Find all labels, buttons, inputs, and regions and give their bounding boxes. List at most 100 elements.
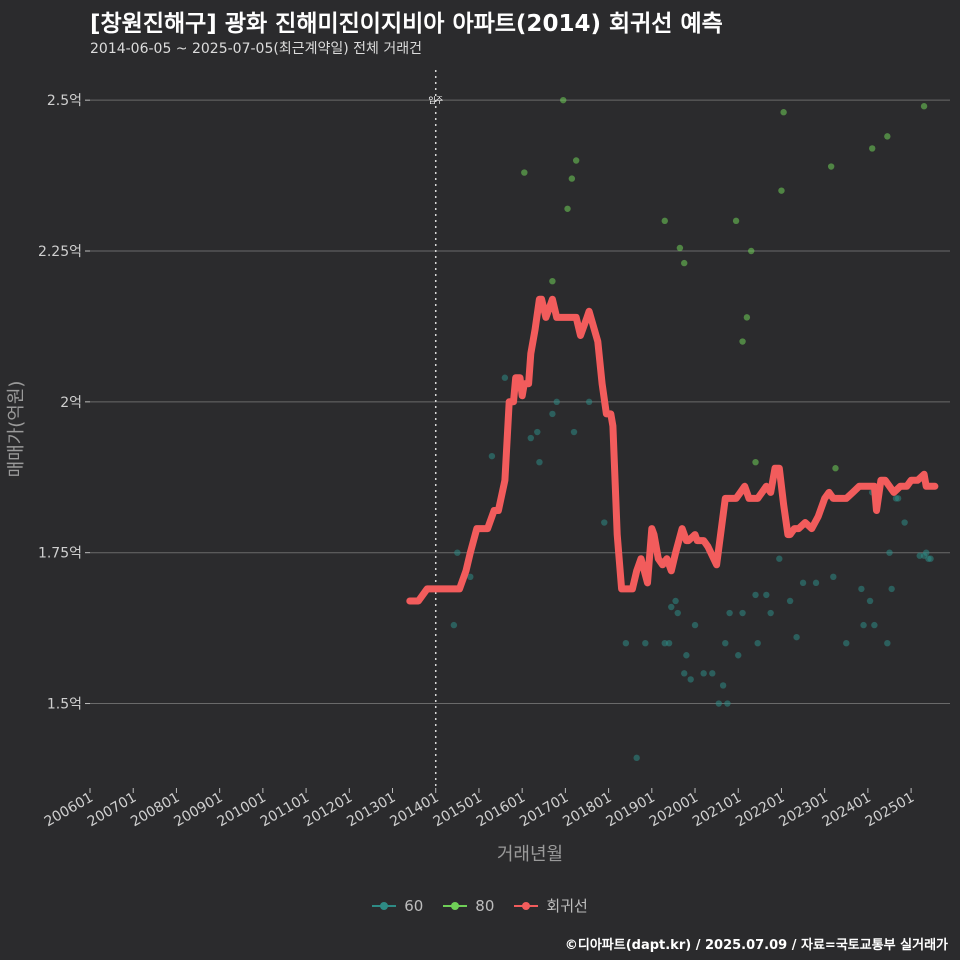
legend-key-60 (372, 896, 397, 916)
data-point-60 (739, 609, 746, 617)
data-point-80 (549, 277, 556, 285)
y-tick-label: 2.25억 (38, 244, 82, 260)
data-point-60 (687, 676, 694, 683)
x-tick-label: 201601 (474, 790, 528, 831)
data-point-80 (564, 205, 571, 212)
data-point-80 (521, 169, 528, 176)
x-tick-label: 200901 (171, 790, 225, 831)
data-point-60 (860, 621, 867, 629)
data-point-60 (719, 682, 727, 689)
x-tick-label: 201201 (301, 790, 355, 831)
data-point-80 (827, 163, 835, 170)
data-point-60 (812, 579, 820, 587)
data-point-60 (553, 398, 560, 406)
data-point-60 (674, 609, 681, 617)
data-point-80 (748, 247, 755, 255)
data-point-60 (763, 591, 770, 599)
legend: 60 80 회귀선 (0, 895, 960, 916)
data-point-80 (732, 217, 740, 225)
data-point-60 (668, 603, 675, 611)
data-point-60 (752, 591, 759, 599)
y-tick-label: 1.5억 (47, 697, 82, 713)
x-tick-label: 201801 (560, 790, 614, 831)
data-point-60 (735, 652, 742, 659)
x-tick-label: 202301 (776, 790, 830, 831)
x-tick-label: 201701 (517, 790, 571, 831)
x-tick-label: 201001 (215, 790, 269, 831)
x-tick-label: 201501 (431, 790, 485, 831)
data-point-60 (888, 585, 895, 593)
data-point-60 (700, 670, 707, 677)
data-point-60 (454, 549, 461, 556)
data-point-60 (726, 609, 733, 617)
x-tick-label: 201301 (344, 790, 398, 831)
data-point-80 (661, 217, 668, 225)
legend-item-80: 80 (443, 895, 494, 916)
legend-item-60: 60 (372, 895, 423, 916)
data-point-60 (886, 549, 893, 556)
data-point-80 (778, 187, 785, 194)
move-in-label: 입주 (428, 96, 443, 105)
data-point-60 (866, 597, 874, 605)
data-point-60 (830, 573, 837, 581)
data-point-80 (568, 175, 576, 182)
legend-label-regression: 회귀선 (546, 897, 588, 915)
x-tick-label: 202501 (863, 790, 917, 831)
data-point-60 (871, 621, 878, 629)
data-point-60 (681, 670, 688, 677)
data-point-60 (709, 670, 716, 677)
data-point-60 (467, 573, 474, 581)
legend-label-60: 60 (404, 896, 424, 915)
x-tick-label: 202101 (690, 790, 744, 831)
legend-label-80: 80 (475, 896, 495, 915)
data-point-60 (601, 519, 608, 526)
data-point-80 (884, 133, 891, 140)
data-point-60 (901, 519, 908, 526)
data-point-60 (724, 700, 731, 707)
data-point-80 (832, 465, 839, 472)
data-point-80 (681, 259, 688, 267)
data-point-80 (739, 338, 746, 345)
data-point-80 (869, 145, 876, 152)
x-tick-label: 201901 (604, 790, 658, 831)
data-point-60 (672, 597, 679, 605)
regression-line (406, 295, 939, 605)
data-point-60 (799, 579, 807, 587)
y-tick-label: 2.5억 (47, 93, 82, 109)
data-point-60 (549, 410, 556, 418)
data-point-60 (585, 398, 593, 406)
y-axis-title: 매매가(억원) (6, 381, 27, 478)
legend-key-regression (514, 896, 539, 916)
data-point-60 (536, 458, 543, 466)
data-point-60 (450, 621, 458, 629)
data-point-80 (752, 458, 759, 466)
data-point-60 (793, 633, 800, 641)
data-point-80 (572, 157, 580, 164)
x-tick-label: 201401 (387, 790, 441, 831)
data-point-60 (843, 639, 850, 647)
chart-subtitle: 2014-06-05 ~ 2025-07-05(최근계약일) 전체 거래건 (90, 41, 422, 57)
data-point-80 (920, 103, 928, 110)
data-point-60 (633, 754, 640, 762)
data-point-60 (927, 555, 934, 562)
data-point-60 (527, 434, 535, 442)
data-point-80 (780, 109, 787, 116)
data-point-60 (665, 639, 673, 647)
x-tick-label: 200601 (42, 790, 96, 831)
chart-title: [창원진해구] 광화 진해미진이지비아 아파트(2014) 회귀선 예측 (90, 11, 723, 37)
x-axis-title: 거래년월 (497, 844, 563, 865)
data-point-60 (754, 639, 761, 647)
data-point-60 (894, 495, 902, 502)
legend-item-regression: 회귀선 (514, 895, 588, 916)
legend-key-80 (443, 896, 468, 916)
x-tick-label: 202001 (647, 790, 701, 831)
x-tick-label: 202201 (733, 790, 787, 831)
data-point-60 (691, 621, 699, 629)
data-point-60 (722, 639, 729, 647)
data-point-60 (501, 374, 509, 381)
data-point-60 (858, 585, 865, 593)
data-point-80 (743, 314, 751, 321)
data-point-60 (622, 639, 630, 647)
data-point-60 (683, 652, 690, 659)
x-tick-label: 200801 (128, 790, 182, 831)
